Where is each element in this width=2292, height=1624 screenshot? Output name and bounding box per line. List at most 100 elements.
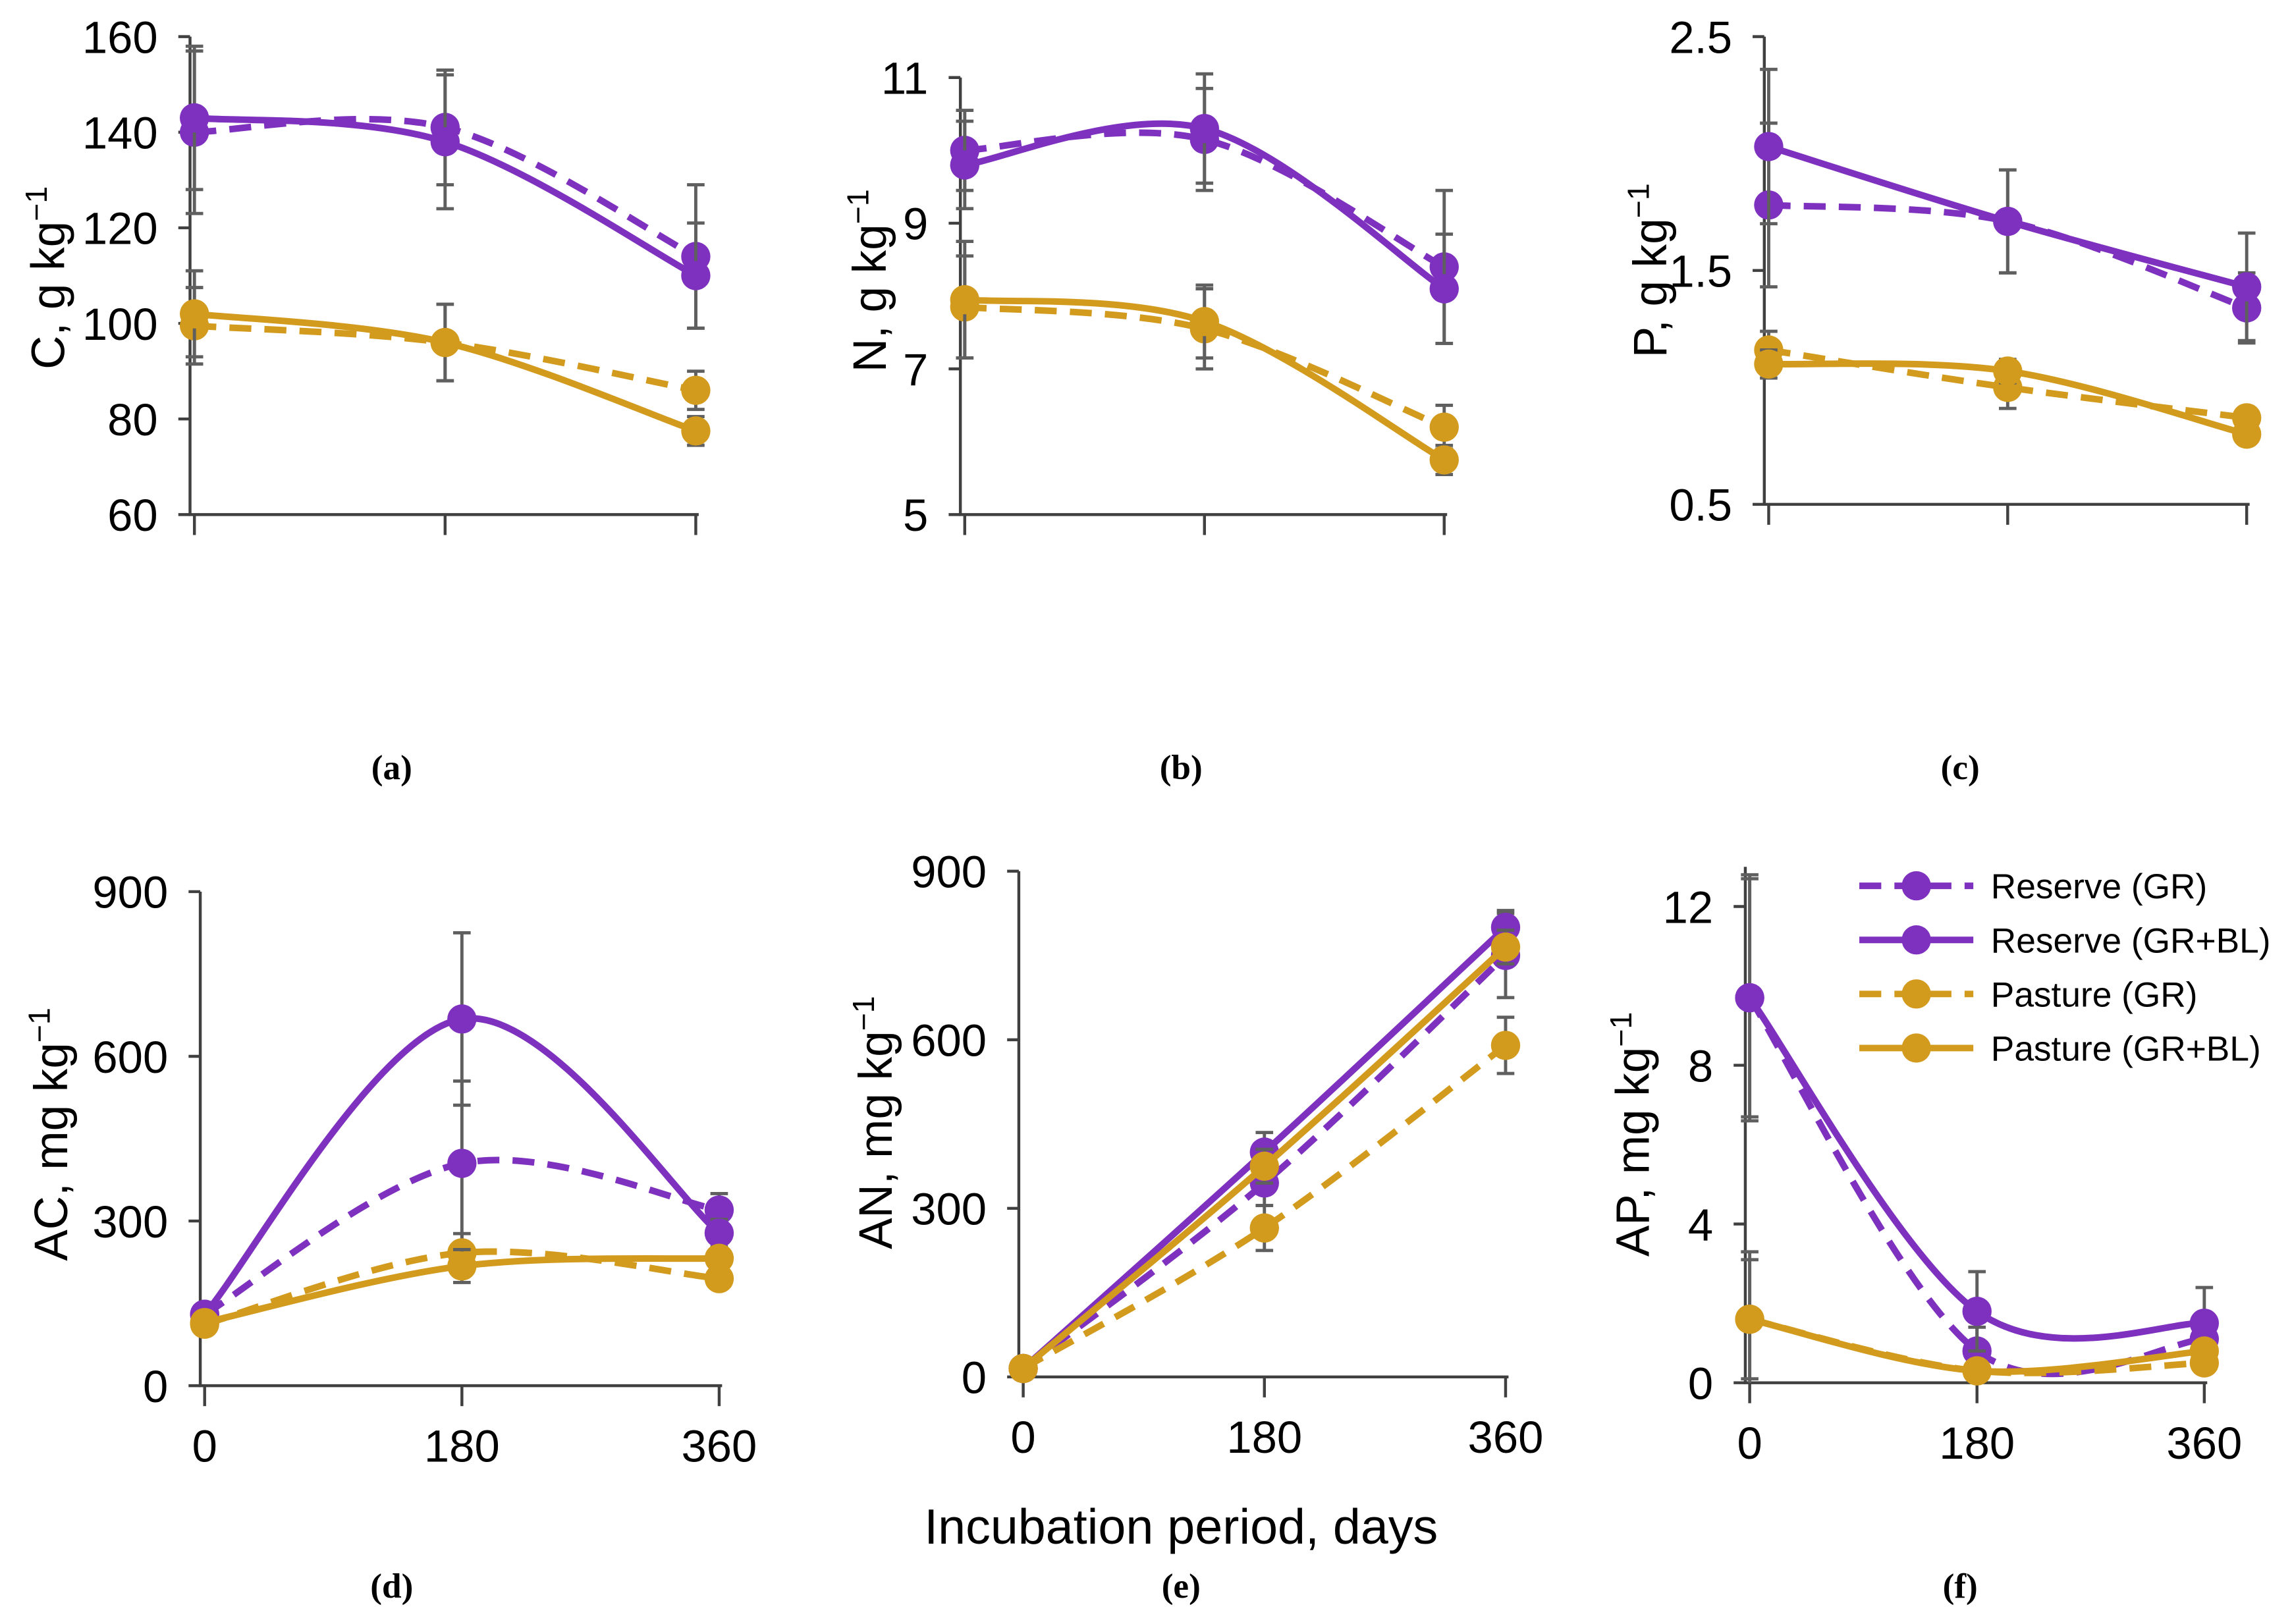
x-tick-label: 180 [424,1421,500,1472]
y-axis-label-text: AC, mg kg [26,1042,78,1261]
legend-label: Pasture (GR) [1991,975,2198,1014]
y-tick-label: 80 [107,394,158,445]
panel-label: (c) [1941,748,1980,787]
data-point-pasture-gr-bl [1249,1151,1279,1181]
data-point-pasture-gr-bl [1490,932,1521,962]
series-line-reserve-gr [1021,953,1508,1371]
data-point-reserve-gr-bl [1993,206,2023,236]
y-tick-label: 600 [911,1015,987,1066]
y-tick-label: 8 [1688,1041,1713,1091]
y-tick-label: 0.5 [1669,480,1732,531]
legend-marker [1901,979,1931,1009]
data-point-pasture-gr-bl [950,284,979,315]
data-point-pasture-gr [1490,1031,1521,1060]
panel-label: (b) [1160,748,1203,787]
y-tick-label: 12 [1663,882,1714,933]
y-tick-label: 100 [82,299,158,350]
data-point-pasture-gr-bl [1754,349,1784,379]
data-point-reserve-gr-bl [950,150,979,180]
x-axis-title: Incubation period, days [924,1499,1438,1554]
y-axis-label: AC, mg kg−1 [22,1008,78,1261]
data-point-reserve-gr-bl [704,1218,734,1248]
x-tick-label: 0 [192,1421,217,1472]
data-point-pasture-gr-bl [190,1308,219,1338]
data-point-reserve-gr-bl [681,261,711,290]
data-point-pasture-gr [681,375,711,405]
panel-d: 0 300 600 900 0 180 360 AC, mg kg−1 (d) [22,867,757,1606]
x-tick-label: 360 [1468,1412,1544,1463]
data-point-reserve-gr [447,1149,477,1178]
panel-c: 0.5 1.5 2.5 P, g kg−1 (c) [1621,12,2262,787]
legend-label: Reserve (GR) [1991,867,2207,906]
y-tick-label: 0 [143,1361,168,1412]
legend-label: Reserve (GR+BL) [1991,921,2271,960]
data-point-pasture-gr-bl [681,416,711,446]
data-point-reserve-gr-bl [2232,272,2262,302]
legend-marker [1901,871,1931,901]
y-tick-label: 160 [82,12,158,63]
data-point-reserve-gr-bl [1735,983,1764,1013]
series-pasture-gr-bl [950,240,1459,476]
y-tick-label: 9 [903,199,928,250]
y-axis-label: C, g kg−1 [19,186,75,369]
series-pasture-gr-bl [190,1243,734,1338]
y-tick-label: 0 [962,1353,987,1403]
data-point-reserve-gr-bl [430,127,460,157]
series-pasture-gr-bl [179,269,711,447]
series-line-pasture-gr [1768,346,2247,421]
y-axis-label-text: AP, mg kg [1607,1047,1659,1257]
x-tick-label: 0 [1010,1412,1035,1463]
data-point-pasture-gr-bl [179,299,209,329]
y-tick-label: 120 [82,203,158,254]
y-tick-label: 600 [92,1032,168,1083]
y-tick-label: 4 [1688,1199,1713,1250]
y-axis-label-text: C, g kg [23,221,75,369]
panel-a: 60 80 100 120 140 160 C, g kg−1 (a) [19,12,711,787]
data-point-reserve-gr-bl [179,103,209,133]
data-point-reserve-gr [704,1195,734,1225]
panel-f: 0 4 8 12 0 180 360 AP, mg kg−1 (f) [1604,867,2242,1606]
data-point-pasture-gr-bl [430,327,460,358]
series-reserve-gr-bl [179,44,711,330]
y-tick-label: 300 [911,1184,987,1235]
x-tick-label: 360 [682,1421,757,1472]
y-axis-label-superscript: −1 [1621,183,1655,218]
x-tick-label: 180 [1226,1412,1302,1463]
data-point-reserve-gr-bl [1189,113,1219,144]
y-tick-label: 900 [92,867,168,918]
y-axis-label: AN, mg kg−1 [846,996,902,1249]
legend-item-reserve-gr-bl: Reserve (GR+BL) [1859,921,2270,960]
y-axis-label-text: AN, mg kg [850,1031,902,1249]
x-tick-label: 180 [1939,1418,2015,1469]
panel-b: 5 7 9 11 N, g kg−1 (b) [840,53,1459,787]
y-axis-label-text: P, g kg [1625,218,1677,358]
series-reserve-gr-bl [950,72,1459,345]
series-pasture-gr-bl [1735,1258,2220,1386]
legend-marker [1901,1033,1931,1063]
y-tick-label: 900 [911,847,987,898]
y-axis-label-text: N, g kg [844,224,896,372]
y-tick-label: 1.5 [1669,246,1732,296]
data-point-pasture-gr-bl [704,1243,734,1273]
panel-label: (f) [1943,1567,1978,1606]
data-point-pasture-gr-bl [1429,445,1459,475]
data-point-pasture-gr-bl [1008,1353,1038,1384]
y-axis-label-superscript: −1 [1604,1012,1638,1047]
panel-label: (a) [371,748,412,787]
data-point-pasture-gr [1249,1213,1279,1243]
data-point-pasture-gr-bl [1993,356,2023,386]
data-point-reserve-gr-bl [2189,1309,2220,1338]
y-axis-label-superscript: −1 [840,189,875,224]
y-tick-label: 7 [903,344,928,395]
data-point-pasture-gr-bl [2189,1336,2220,1366]
panel-label: (d) [370,1567,413,1606]
y-tick-label: 140 [82,108,158,159]
panel-e: 0 300 600 900 0 180 360 AN, mg kg−1 (e) [846,847,1543,1606]
y-tick-label: 0 [1688,1358,1713,1409]
legend-item-reserve-gr: Reserve (GR) [1859,867,2207,906]
series-line-reserve-gr [1768,202,2248,311]
legend-item-pasture-gr: Pasture (GR) [1859,975,2197,1014]
y-axis-label: N, g kg−1 [840,189,896,372]
